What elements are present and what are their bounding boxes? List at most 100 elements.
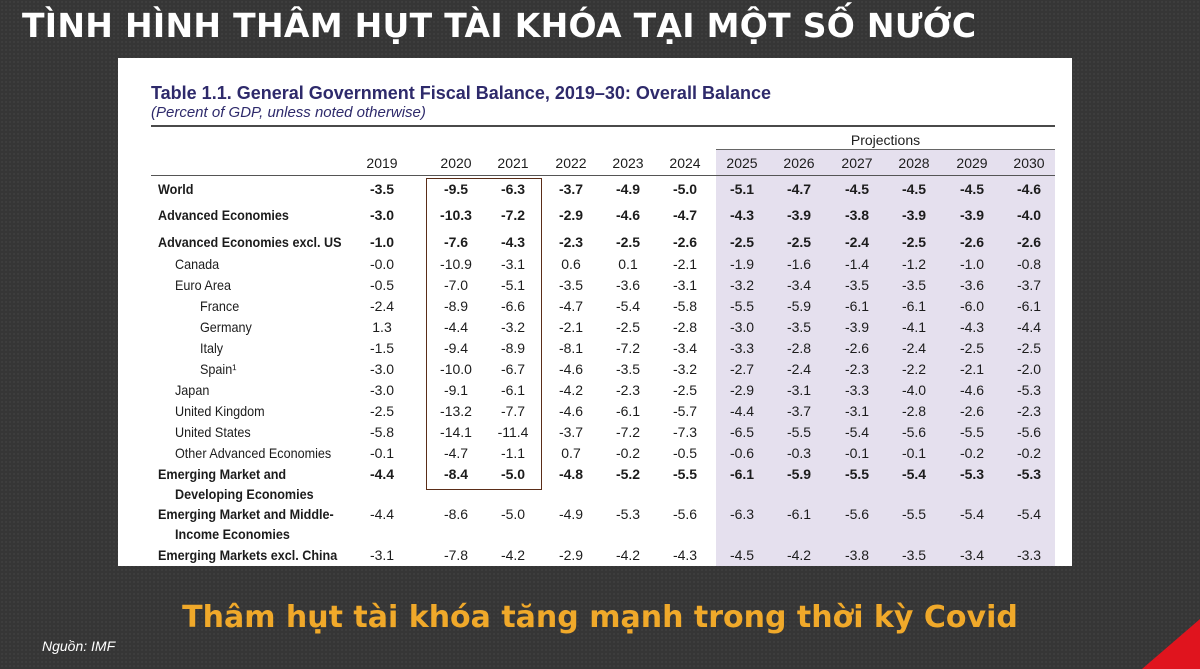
- value-cell: -6.6: [500, 298, 526, 314]
- table-row: United Kingdom -2.5 -13.2 -7.7 -4.6 -6.1 -5.7 -…: [118, 401, 1072, 423]
- value-cell: 0.7: [561, 445, 581, 461]
- value-cell: -3.3: [844, 382, 870, 398]
- value-cell: -0.2: [959, 445, 985, 461]
- value-cell: -4.2: [558, 382, 584, 398]
- value-cell: -3.1: [500, 256, 526, 272]
- value-cell: -4.1: [901, 319, 927, 335]
- value-cell: -2.8: [786, 340, 812, 356]
- value-cell: -3.1: [369, 547, 395, 563]
- value-cell: -4.3: [959, 319, 985, 335]
- row-label: Emerging Markets excl. China: [158, 547, 338, 563]
- value-cell: -5.5: [672, 466, 698, 482]
- value-cell: -10.9: [440, 256, 472, 272]
- value-cell: -4.6: [615, 207, 641, 223]
- value-cell: -5.2: [615, 466, 641, 482]
- value-cell: -6.1: [500, 382, 526, 398]
- value-cell: -9.5: [443, 181, 469, 197]
- value-cell: -3.1: [786, 382, 812, 398]
- value-cell: -1.0: [959, 256, 985, 272]
- value-cell: -5.0: [500, 466, 526, 482]
- value-cell: -1.5: [369, 340, 395, 356]
- value-cell: -4.9: [615, 181, 641, 197]
- value-cell: -3.7: [558, 424, 584, 440]
- value-cell: -5.8: [369, 424, 395, 440]
- value-cell: -9.1: [443, 382, 469, 398]
- value-cell: -3.2: [500, 319, 526, 335]
- year-header-2022: 2022: [555, 155, 587, 171]
- value-cell: -7.2: [615, 340, 641, 356]
- value-cell: -3.4: [959, 547, 985, 563]
- value-cell: -2.8: [901, 403, 927, 419]
- value-cell: -2.5: [786, 234, 812, 250]
- row-label: United Kingdom: [175, 403, 265, 419]
- value-cell: -6.0: [959, 298, 985, 314]
- value-cell: -0.1: [369, 445, 395, 461]
- value-cell: -0.2: [1016, 445, 1042, 461]
- value-cell: -0.0: [369, 256, 395, 272]
- value-cell: -2.1: [672, 256, 698, 272]
- row-label: Advanced Economies excl. US: [158, 234, 342, 250]
- covid-years-highlight-box: [426, 178, 542, 490]
- value-cell: -2.3: [1016, 403, 1042, 419]
- value-cell: -4.4: [369, 506, 395, 522]
- projections-label: Projections: [850, 132, 921, 148]
- table-row: Euro Area -0.5 -7.0 -5.1 -3.5 -3.6 -3.1 -3.2 -3.…: [118, 275, 1072, 297]
- value-cell: -3.9: [786, 207, 812, 223]
- value-cell: -5.7: [672, 403, 698, 419]
- value-cell: -2.9: [558, 547, 584, 563]
- row-label: Italy: [200, 340, 224, 356]
- table-row: Germany 1.3 -4.4 -3.2 -2.1 -2.5 -2.8 -3.0 -3.5 -3…: [118, 317, 1072, 339]
- value-cell: -0.3: [786, 445, 812, 461]
- value-cell: -3.5: [901, 547, 927, 563]
- value-cell: -1.9: [729, 256, 755, 272]
- value-cell: -6.7: [500, 361, 526, 377]
- table-row: Emerging Markets excl. China -3.1 -7.8 -4.2…: [118, 545, 1072, 567]
- value-cell: -6.1: [615, 403, 641, 419]
- value-cell: -2.3: [558, 234, 584, 250]
- value-cell: -5.5: [901, 506, 927, 522]
- value-cell: -5.5: [959, 424, 985, 440]
- value-cell: -2.2: [901, 361, 927, 377]
- value-cell: -2.6: [959, 403, 985, 419]
- value-cell: -3.2: [729, 277, 755, 293]
- value-cell: -4.3: [672, 547, 698, 563]
- value-cell: -3.3: [729, 340, 755, 356]
- value-cell: -0.1: [901, 445, 927, 461]
- year-header-2021: 2021: [497, 155, 529, 171]
- value-cell: -4.6: [959, 382, 985, 398]
- value-cell: -3.4: [786, 277, 812, 293]
- value-cell: -0.8: [1016, 256, 1042, 272]
- year-header-2023: 2023: [612, 155, 644, 171]
- value-cell: -4.2: [786, 547, 812, 563]
- value-cell: -1.1: [500, 445, 526, 461]
- value-cell: -2.8: [672, 319, 698, 335]
- value-cell: -5.6: [844, 506, 870, 522]
- value-cell: -5.1: [729, 181, 755, 197]
- value-cell: -4.9: [558, 506, 584, 522]
- value-cell: -4.7: [672, 207, 698, 223]
- row-label: Emerging Market and Middle-: [158, 506, 334, 522]
- value-cell: -5.0: [500, 506, 526, 522]
- value-cell: -2.5: [615, 319, 641, 335]
- value-cell: -4.2: [500, 547, 526, 563]
- value-cell: -5.4: [615, 298, 641, 314]
- value-cell: -5.6: [901, 424, 927, 440]
- slide-title: TÌNH HÌNH THÂM HỤT TÀI KHÓA TẠI MỘT SỐ N…: [22, 6, 977, 45]
- value-cell: -5.6: [672, 506, 698, 522]
- row-label: Canada: [175, 256, 220, 272]
- value-cell: -3.7: [1016, 277, 1042, 293]
- value-cell: -6.1: [844, 298, 870, 314]
- value-cell: -3.0: [729, 319, 755, 335]
- row-label: World: [158, 181, 194, 197]
- value-cell: -5.3: [615, 506, 641, 522]
- table-row: Advanced Economies -3.0 -10.3 -7.2 -2.9 -4.6 -…: [118, 205, 1072, 227]
- value-cell: -0.2: [615, 445, 641, 461]
- value-cell: -3.5: [558, 277, 584, 293]
- value-cell: -3.8: [844, 547, 870, 563]
- table-subheading: (Percent of GDP, unless noted otherwise): [151, 104, 426, 121]
- value-cell: -4.4: [1016, 319, 1042, 335]
- value-cell: -7.7: [500, 403, 526, 419]
- value-cell: -7.0: [443, 277, 469, 293]
- value-cell: -8.9: [500, 340, 526, 356]
- value-cell: -1.0: [369, 234, 395, 250]
